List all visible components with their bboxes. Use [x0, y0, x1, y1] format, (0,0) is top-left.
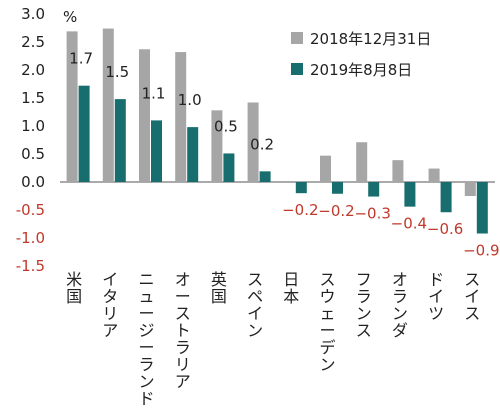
bar-2018 — [356, 142, 368, 182]
bar-2018 — [139, 49, 150, 182]
legend: 2018年12月31日 2019年8月8日 — [291, 30, 431, 79]
category-label: 日本 — [283, 270, 299, 306]
y-axis-ticks: 3.0 2.5 2.0 1.5 1.0 0.5 0.0 -0.5 -1.0 -1.5 — [16, 5, 45, 275]
category-label: ドイツ — [428, 270, 444, 323]
data-label: −0.2 — [282, 201, 318, 219]
bar-2018 — [320, 155, 331, 182]
data-label: −0.6 — [427, 220, 463, 238]
data-label: 1.0 — [178, 91, 202, 109]
bar-2019 — [78, 85, 90, 182]
bar-2018 — [428, 168, 440, 182]
y-unit-label: % — [63, 8, 77, 26]
bar-2018 — [247, 102, 259, 182]
y-tick-label: 0.5 — [21, 145, 45, 163]
bar-2018 — [211, 110, 223, 182]
bar-2018 — [392, 160, 404, 182]
data-label: −0.3 — [354, 205, 390, 223]
y-tick-label: 1.0 — [21, 117, 45, 135]
category-labels: 米国 イタリア ニュージーランド オーストラリア 英国 スペイン 日本 スウェーデン フランス オ… — [66, 270, 480, 408]
bar-2019 — [404, 182, 416, 207]
y-tick-label: -0.5 — [16, 201, 45, 219]
legend-label-2018: 2018年12月31日 — [310, 30, 431, 48]
data-label: 1.5 — [105, 63, 129, 81]
data-label: 0.2 — [250, 135, 274, 153]
category-label: ニュージーランド — [138, 270, 154, 408]
bar-2019 — [187, 127, 199, 182]
y-tick-label: 0.0 — [21, 173, 45, 191]
bar-2018 — [464, 182, 476, 196]
data-label: −0.4 — [391, 215, 427, 233]
bar-2018 — [175, 52, 187, 182]
bar-2019 — [295, 182, 307, 194]
bar-2019 — [259, 171, 271, 182]
legend-swatch-2019 — [291, 63, 303, 75]
category-label: 英国 — [211, 270, 227, 306]
y-tick-label: 2.5 — [21, 33, 45, 51]
category-label: オーストラリア — [175, 270, 191, 391]
bar-2019 — [114, 99, 126, 182]
data-label: 1.1 — [142, 84, 166, 102]
bar-2019 — [440, 182, 452, 213]
data-labels: 1.71.51.1 1.00.50.2−0.2 −0.2 −0.3−0.4 −0.6−0… — [69, 50, 499, 260]
bar-2019 — [223, 153, 235, 182]
data-label: −0.2 — [318, 202, 354, 220]
data-label: 1.7 — [69, 50, 93, 68]
legend-label-2019: 2019年8月8日 — [310, 61, 412, 79]
category-label: フランス — [356, 270, 372, 340]
y-tick-label: 2.0 — [21, 61, 45, 79]
bar-2018 — [102, 28, 114, 183]
data-label: −0.9 — [463, 242, 499, 260]
category-label: オランダ — [392, 270, 408, 340]
bar-2019 — [332, 182, 343, 194]
legend-swatch-2018 — [291, 32, 303, 44]
category-label: イタリア — [102, 270, 118, 340]
y-tick-label: 3.0 — [21, 5, 45, 23]
data-label: 0.5 — [214, 117, 238, 135]
category-label: 米国 — [66, 270, 82, 306]
bar-2018 — [66, 31, 78, 182]
category-label: スイス — [464, 270, 480, 323]
category-label: スウェーデン — [319, 270, 335, 374]
bars — [66, 28, 488, 234]
y-tick-label: 1.5 — [21, 89, 45, 107]
category-label: スペイン — [247, 270, 263, 340]
bar-2019 — [476, 182, 488, 234]
y-tick-label: -1.0 — [16, 229, 45, 247]
bar-2019 — [151, 120, 162, 182]
bar-2019 — [368, 182, 380, 197]
y-tick-label: -1.5 — [16, 257, 45, 275]
